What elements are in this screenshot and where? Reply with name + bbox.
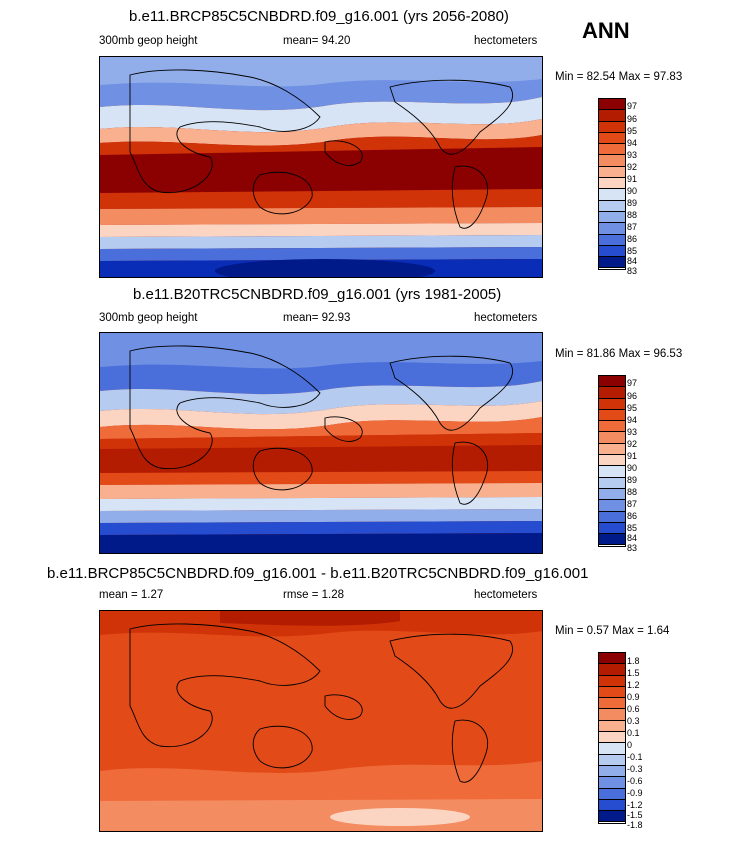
cbar1-label: 87 <box>627 222 638 232</box>
cbar3-label: 1.5 <box>627 668 640 678</box>
cbar2-label: 90 <box>627 463 638 473</box>
cbar2-label: 86 <box>627 511 638 521</box>
panel3-colorbar <box>598 652 626 824</box>
panel1-units: hectometers <box>474 35 538 47</box>
cbar1-label: 93 <box>627 150 638 160</box>
panel3-mean: mean = 1.27 <box>99 589 164 601</box>
panel1-coastlines <box>129 69 514 229</box>
cbar3-label: 0.6 <box>627 704 640 714</box>
panel3-units: hectometers <box>474 589 538 601</box>
panel2-coastlines <box>129 345 514 505</box>
panel1-colorbar <box>598 98 626 270</box>
cbar2-label: 95 <box>627 403 638 413</box>
cbar1-label: 95 <box>627 126 638 136</box>
cbar3-label: 1.2 <box>627 680 640 690</box>
panel3-coastlines <box>129 623 514 783</box>
panel3-title: b.e11.BRCP85C5CNBDRD.f09_g16.001 - b.e11… <box>47 565 589 582</box>
cbar2-label: 83 <box>627 543 638 553</box>
cbar3-label: -0.1 <box>627 752 643 762</box>
cbar1-label: 85 <box>627 246 638 256</box>
panel3-map <box>99 610 543 832</box>
cbar2-label: 88 <box>627 487 638 497</box>
cbar3-label: 0 <box>627 740 633 750</box>
cbar3-label: 0.3 <box>627 716 640 726</box>
cbar1-label: 94 <box>627 138 638 148</box>
cbar3-label: -1.2 <box>627 800 643 810</box>
panel2-mean: mean= 92.93 <box>283 312 351 324</box>
panel2-title: b.e11.B20TRC5CNBDRD.f09_g16.001 (yrs 198… <box>133 286 502 303</box>
panel2-units: hectometers <box>474 312 538 324</box>
cbar1-label: 90 <box>627 186 638 196</box>
cbar1-label: 96 <box>627 114 638 124</box>
cbar1-label: 83 <box>627 266 638 276</box>
panel2-colorbar <box>598 375 626 547</box>
cbar2-label: 89 <box>627 475 638 485</box>
panel1-minmax: Min = 82.54 Max = 97.83 <box>555 71 683 83</box>
panel2-map-svg <box>100 333 542 553</box>
cbar1-label: 84 <box>627 256 638 266</box>
cbar2-label: 91 <box>627 451 638 461</box>
cbar1-label: 91 <box>627 174 638 184</box>
panel3-rmse: rmse = 1.28 <box>283 589 345 601</box>
cbar1-label: 88 <box>627 210 638 220</box>
panel2-minmax: Min = 81.86 Max = 96.53 <box>555 348 683 360</box>
cbar3-label: 0.1 <box>627 728 640 738</box>
cbar3-label: -0.6 <box>627 776 643 786</box>
cbar2-label: 84 <box>627 533 638 543</box>
panel1-mean: mean= 94.20 <box>283 35 351 47</box>
cbar1-label: 92 <box>627 162 638 172</box>
panel3-map-svg <box>100 611 542 831</box>
panel3-minmax: Min = 0.57 Max = 1.64 <box>555 625 670 637</box>
cbar2-label: 93 <box>627 427 638 437</box>
panel1-map <box>99 56 543 278</box>
cbar1-label: 97 <box>627 101 638 111</box>
cbar2-label: 85 <box>627 523 638 533</box>
cbar2-label: 87 <box>627 499 638 509</box>
panel2-map <box>99 332 543 554</box>
cbar1-label: 89 <box>627 198 638 208</box>
cbar3-label: 0.9 <box>627 692 640 702</box>
cbar1-label: 86 <box>627 234 638 244</box>
cbar2-label: 94 <box>627 415 638 425</box>
cbar3-label: 1.8 <box>627 656 640 666</box>
cbar2-label: 92 <box>627 439 638 449</box>
cbar3-label: -0.9 <box>627 788 643 798</box>
panel2-left-label: 300mb geop height <box>99 312 198 324</box>
panel1-title: b.e11.BRCP85C5CNBDRD.f09_g16.001 (yrs 20… <box>129 8 509 25</box>
cbar2-label: 96 <box>627 391 638 401</box>
cbar2-label: 97 <box>627 378 638 388</box>
cbar3-label: -1.8 <box>627 820 643 830</box>
cbar3-label: -1.5 <box>627 810 643 820</box>
cbar3-label: -0.3 <box>627 764 643 774</box>
panel1-map-svg <box>100 57 542 277</box>
season-label: ANN <box>582 18 630 43</box>
panel1-left-label: 300mb geop height <box>99 35 198 47</box>
